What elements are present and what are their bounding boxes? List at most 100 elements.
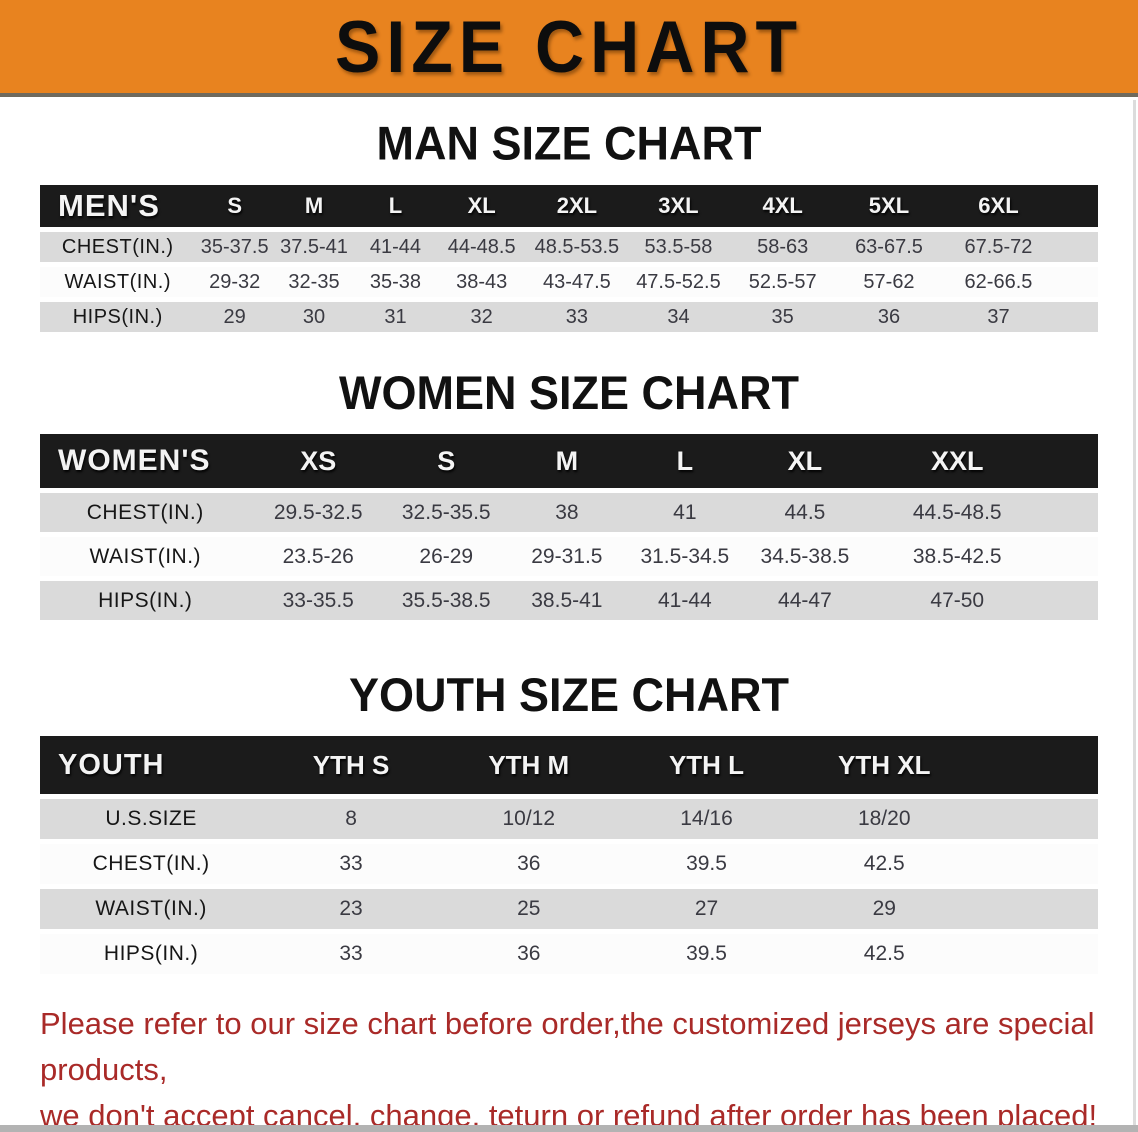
- size-value-cell: 42.5: [795, 934, 974, 974]
- filler-cell: [973, 934, 1098, 974]
- banner: SIZE CHART: [0, 0, 1138, 97]
- size-value-cell: 37: [942, 302, 1055, 332]
- size-value-cell: 43-47.5: [526, 267, 628, 297]
- photo-edge-bottom: [0, 1125, 1138, 1132]
- size-column-header: XXL: [867, 434, 1048, 488]
- filler-cell: [1047, 493, 1098, 532]
- table-row: HIPS(IN.) 33-35.5 35.5-38.5 38.5-41 41-44 44-…: [40, 581, 1098, 620]
- table-row: CHEST(IN.) 33 36 39.5 42.5: [40, 844, 1098, 884]
- size-column-header: S: [195, 185, 274, 227]
- size-column-header: 6XL: [942, 185, 1055, 227]
- size-column-header: YTH M: [439, 736, 618, 794]
- size-value-cell: 44.5-48.5: [867, 493, 1048, 532]
- measurement-row-label: HIPS(IN.): [40, 934, 263, 974]
- size-value-cell: 41-44: [627, 581, 743, 620]
- size-value-cell: 31: [354, 302, 437, 332]
- size-value-cell: 35: [729, 302, 836, 332]
- measurement-row-label: U.S.SIZE: [40, 799, 263, 839]
- size-value-cell: 42.5: [795, 844, 974, 884]
- table-row: HIPS(IN.) 33 36 39.5 42.5: [40, 934, 1098, 974]
- measurement-row-label: WAIST(IN.): [40, 889, 263, 929]
- size-value-cell: 35-38: [354, 267, 437, 297]
- size-value-cell: 29-32: [195, 267, 274, 297]
- table-header-row: WOMEN'S XS S M L XL XXL: [40, 434, 1098, 488]
- size-value-cell: 35-37.5: [195, 232, 274, 262]
- size-value-cell: 26-29: [385, 537, 507, 576]
- size-value-cell: 67.5-72: [942, 232, 1055, 262]
- men-size-table-host: MEN'S S M L XL 2XL 3XL 4XL 5XL 6XL CHEST(IN.) 35-37…: [40, 180, 1098, 337]
- size-column-header: YTH XL: [795, 736, 974, 794]
- size-value-cell: 48.5-53.5: [526, 232, 628, 262]
- size-column-header: 5XL: [835, 185, 943, 227]
- filler-cell: [1054, 302, 1098, 332]
- size-value-cell: 23: [262, 889, 440, 929]
- filler-cell: [1054, 232, 1098, 262]
- size-value-cell: 33: [262, 844, 440, 884]
- size-value-cell: 47-50: [867, 581, 1048, 620]
- size-column-header: 4XL: [729, 185, 836, 227]
- section-heading-youth: YOUTH SIZE CHART: [348, 667, 789, 722]
- size-column-header: S: [385, 434, 507, 488]
- filler-cell: [973, 736, 1098, 794]
- measurement-row-label: CHEST(IN.): [40, 493, 251, 532]
- size-value-cell: 30: [273, 302, 355, 332]
- size-value-cell: 10/12: [439, 799, 618, 839]
- size-value-cell: 18/20: [795, 799, 974, 839]
- size-value-cell: 52.5-57: [729, 267, 836, 297]
- size-column-header: YTH L: [617, 736, 796, 794]
- size-value-cell: 14/16: [617, 799, 796, 839]
- size-value-cell: 39.5: [617, 844, 796, 884]
- table-header-row: YOUTH YTH S YTH M YTH L YTH XL: [40, 736, 1098, 794]
- measurement-row-label: HIPS(IN.): [40, 302, 196, 332]
- banner-title: SIZE CHART: [335, 5, 803, 88]
- youth-size-table: YOUTH YTH S YTH M YTH L YTH XL U.S.SIZE 8 10/12…: [40, 731, 1098, 979]
- size-value-cell: 62-66.5: [942, 267, 1055, 297]
- size-value-cell: 34: [627, 302, 730, 332]
- measurement-row-label: CHEST(IN.): [40, 844, 263, 884]
- table-row: WAIST(IN.) 29-32 32-35 35-38 38-43 43-47.5 47.…: [40, 267, 1098, 297]
- size-value-cell: 25: [439, 889, 618, 929]
- size-value-cell: 36: [835, 302, 943, 332]
- size-value-cell: 32-35: [273, 267, 355, 297]
- size-column-header: L: [627, 434, 743, 488]
- measurement-row-label: CHEST(IN.): [40, 232, 196, 262]
- table-row: CHEST(IN.) 35-37.5 37.5-41 41-44 44-48.5 48.5…: [40, 232, 1098, 262]
- table-row: WAIST(IN.) 23 25 27 29: [40, 889, 1098, 929]
- size-value-cell: 38.5-41: [506, 581, 628, 620]
- filler-cell: [973, 889, 1098, 929]
- size-value-cell: 44-47: [742, 581, 868, 620]
- size-value-cell: 36: [439, 844, 618, 884]
- size-value-cell: 29.5-32.5: [250, 493, 386, 532]
- size-column-header: XS: [250, 434, 386, 488]
- size-column-header: L: [354, 185, 437, 227]
- size-value-cell: 39.5: [617, 934, 796, 974]
- size-value-cell: 38-43: [436, 267, 527, 297]
- size-value-cell: 44.5: [742, 493, 868, 532]
- filler-cell: [1047, 434, 1098, 488]
- measurement-row-label: HIPS(IN.): [40, 581, 251, 620]
- table-row: HIPS(IN.) 29 30 31 32 33 34 35 36 37: [40, 302, 1098, 332]
- size-column-header: YTH S: [262, 736, 440, 794]
- footer-note-line1: Please refer to our size chart before or…: [40, 1006, 1095, 1087]
- size-value-cell: 38.5-42.5: [867, 537, 1048, 576]
- size-value-cell: 44-48.5: [436, 232, 527, 262]
- size-value-cell: 23.5-26: [250, 537, 386, 576]
- filler-cell: [1047, 581, 1098, 620]
- size-column-header: M: [273, 185, 355, 227]
- size-column-header: M: [506, 434, 628, 488]
- size-value-cell: 29-31.5: [506, 537, 628, 576]
- size-value-cell: 33: [262, 934, 440, 974]
- size-value-cell: 33: [526, 302, 628, 332]
- filler-cell: [973, 844, 1098, 884]
- table-row: WAIST(IN.) 23.5-26 26-29 29-31.5 31.5-34.5 34…: [40, 537, 1098, 576]
- size-value-cell: 27: [617, 889, 796, 929]
- footer-note: Please refer to our size chart before or…: [0, 1001, 1138, 1132]
- table-corner-label: MEN'S: [40, 185, 196, 227]
- filler-cell: [1054, 185, 1098, 227]
- size-column-header: 2XL: [526, 185, 628, 227]
- size-value-cell: 57-62: [835, 267, 943, 297]
- size-value-cell: 53.5-58: [627, 232, 730, 262]
- men-size-table: MEN'S S M L XL 2XL 3XL 4XL 5XL 6XL CHEST(IN.) 35-37…: [40, 180, 1098, 337]
- size-value-cell: 34.5-38.5: [742, 537, 868, 576]
- table-header-row: MEN'S S M L XL 2XL 3XL 4XL 5XL 6XL: [40, 185, 1098, 227]
